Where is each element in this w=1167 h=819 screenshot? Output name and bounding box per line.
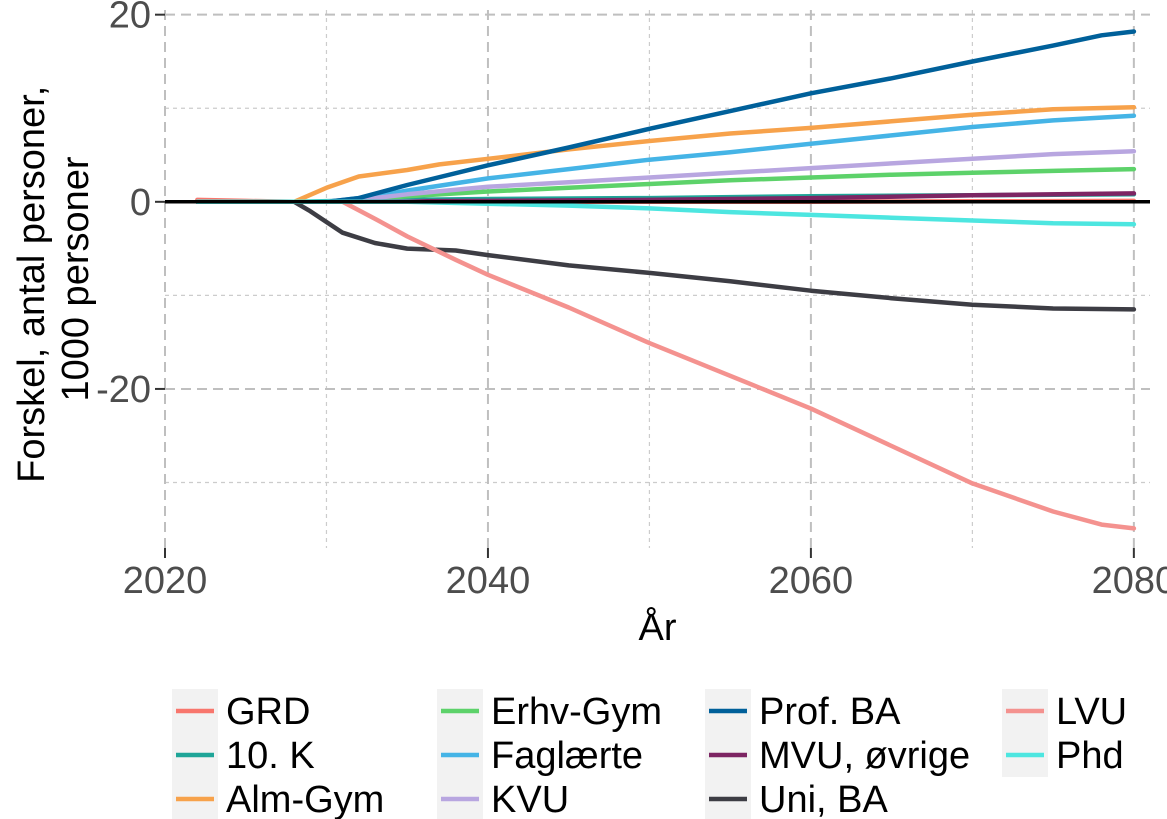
x-tick-label: 2040	[446, 560, 531, 602]
x-tick-label: 2080	[1092, 560, 1167, 602]
legend-label: Phd	[1056, 735, 1124, 777]
legend-label: GRD	[226, 691, 310, 733]
legend-label: Faglærte	[491, 735, 643, 777]
y-axis-title-line-2: 1000 personer	[55, 156, 97, 401]
y-axis-title-line-1: Forskel, antal personer,	[11, 86, 53, 483]
x-tick-label: 2020	[123, 560, 208, 602]
y-tick-label: -20	[96, 369, 151, 411]
y-tick-label: 20	[109, 0, 151, 37]
legend-label: Uni, BA	[759, 779, 888, 819]
legend-label: Erhv-Gym	[491, 691, 662, 733]
legend-label: KVU	[491, 779, 569, 819]
legend-label: 10. K	[226, 735, 315, 777]
legend-label: Prof. BA	[759, 691, 901, 733]
y-tick-label: 0	[130, 182, 151, 224]
legend-label: MVU, øvrige	[759, 735, 970, 777]
x-axis-title: År	[639, 605, 677, 649]
legend-label: Alm-Gym	[226, 779, 384, 819]
x-tick-label: 2060	[769, 560, 854, 602]
legend-label: LVU	[1056, 691, 1127, 733]
